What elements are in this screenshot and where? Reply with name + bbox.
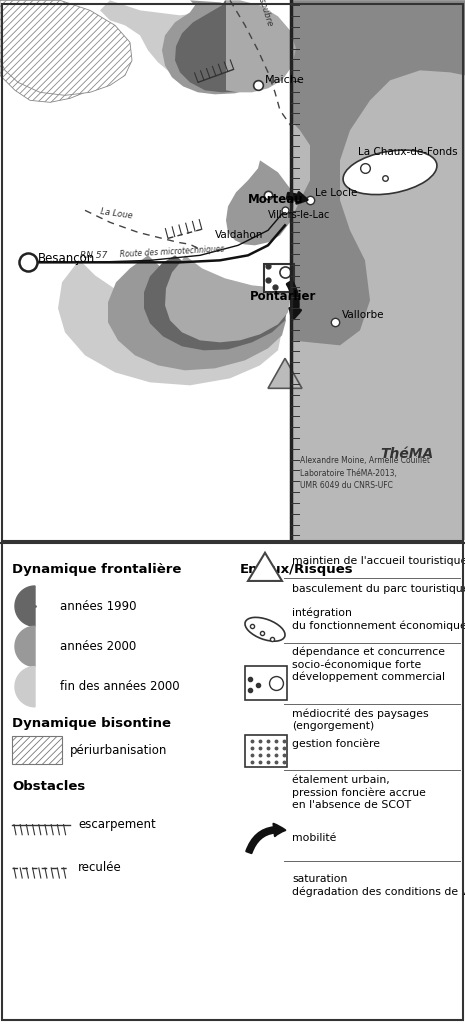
FancyArrowPatch shape: [287, 193, 307, 204]
Polygon shape: [100, 0, 280, 80]
Text: intégration
du fonctionnement économique: intégration du fonctionnement économique: [292, 607, 465, 631]
Text: Villers-le-Lac: Villers-le-Lac: [268, 210, 330, 220]
Text: mobilité: mobilité: [292, 833, 336, 843]
Text: périurbanisation: périurbanisation: [70, 743, 167, 757]
Polygon shape: [0, 0, 132, 95]
Text: années 1990: années 1990: [60, 600, 137, 612]
Polygon shape: [162, 0, 285, 94]
Text: Route des microtechniques: Route des microtechniques: [120, 245, 225, 259]
Bar: [264, 264, 294, 292]
Text: développement commercial: développement commercial: [292, 672, 445, 682]
Text: La Chaux-de-Fonds: La Chaux-de-Fonds: [358, 147, 458, 158]
Text: reculée: reculée: [78, 861, 122, 874]
Polygon shape: [226, 161, 294, 246]
Text: Enjeux/Risques: Enjeux/Risques: [240, 563, 353, 575]
Text: saturation
dégradation des conditions de vie: saturation dégradation des conditions de…: [292, 873, 465, 897]
Polygon shape: [15, 667, 35, 707]
Bar: [245, 666, 287, 699]
FancyArrowPatch shape: [246, 823, 285, 853]
Polygon shape: [226, 0, 296, 92]
Text: médiocrité des paysages
(engorgement): médiocrité des paysages (engorgement): [292, 709, 429, 731]
Text: La Loue: La Loue: [100, 207, 133, 220]
FancyArrowPatch shape: [287, 282, 301, 319]
Text: Vallorbe: Vallorbe: [342, 310, 385, 321]
Polygon shape: [175, 0, 288, 92]
Text: étalement urbain,
pression foncière accrue
en l'absence de SCOT: étalement urbain, pression foncière accr…: [292, 775, 426, 810]
Polygon shape: [291, 0, 465, 345]
Text: Obstacles: Obstacles: [12, 780, 85, 794]
Text: Alexandre Moine, Armelle Couillet
Laboratoire ThéMA-2013,
UMR 6049 du CNRS-UFC: Alexandre Moine, Armelle Couillet Labora…: [300, 457, 430, 490]
Polygon shape: [144, 255, 288, 350]
Text: fin des années 2000: fin des années 2000: [60, 680, 179, 693]
Polygon shape: [15, 627, 35, 667]
Text: basculement du parc touristique: basculement du parc touristique: [292, 584, 465, 594]
Text: escarpement: escarpement: [78, 818, 156, 831]
Polygon shape: [291, 0, 465, 541]
Text: Morteau: Morteau: [248, 194, 304, 207]
Polygon shape: [248, 553, 282, 581]
Ellipse shape: [245, 617, 285, 641]
Text: années 2000: années 2000: [60, 640, 136, 653]
Text: Le Dessoubre: Le Dessoubre: [248, 0, 274, 28]
Bar: [12, 736, 62, 764]
Polygon shape: [58, 260, 282, 385]
Text: Dynamique frontalière: Dynamique frontalière: [12, 563, 181, 575]
Text: Dynamique bisontine: Dynamique bisontine: [12, 717, 171, 730]
Polygon shape: [108, 255, 286, 371]
Text: Pontarlier: Pontarlier: [250, 291, 316, 303]
Bar: [245, 735, 287, 767]
Text: maintien de l'accueil touristique: maintien de l'accueil touristique: [292, 556, 465, 566]
Polygon shape: [15, 586, 35, 627]
Text: RN 57: RN 57: [80, 251, 107, 260]
Text: Maiche: Maiche: [265, 76, 305, 85]
Text: Le Locle: Le Locle: [315, 188, 358, 199]
Text: Valdahon: Valdahon: [215, 230, 263, 241]
Text: gestion foncière: gestion foncière: [292, 739, 380, 750]
Polygon shape: [165, 255, 290, 342]
Text: ThéMA: ThéMA: [380, 447, 433, 462]
Text: dépendance et concurrence
socio-économique forte: dépendance et concurrence socio-économiq…: [292, 647, 445, 671]
Text: Besançon: Besançon: [38, 252, 95, 265]
Polygon shape: [268, 358, 302, 388]
Polygon shape: [0, 0, 112, 102]
Ellipse shape: [343, 151, 437, 195]
